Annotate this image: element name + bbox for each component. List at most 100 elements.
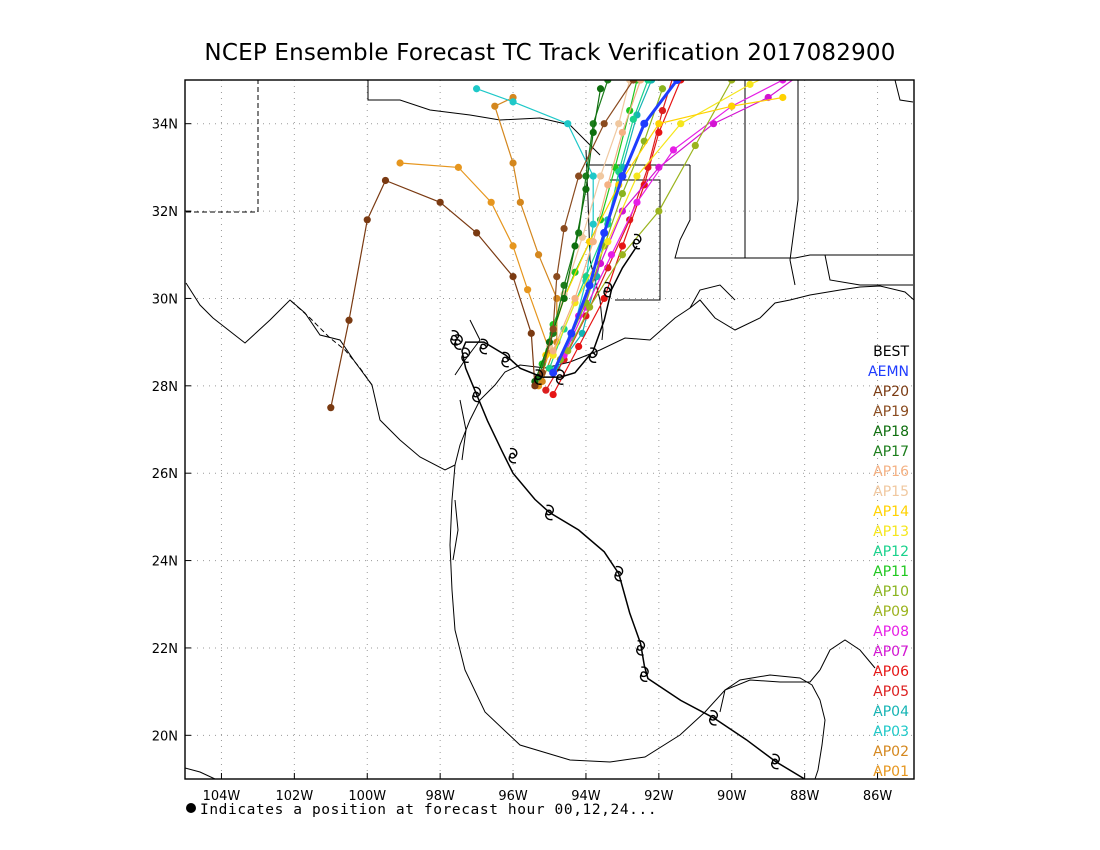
lat-tick-label: 30N [152, 292, 178, 307]
lon-tick-label: 86W [863, 789, 893, 804]
forecast-position-dot [655, 207, 663, 215]
forecast-position-dot [564, 347, 572, 355]
forecast-position-dot [589, 220, 597, 228]
forecast-position-dot [629, 115, 637, 123]
forecast-position-dot [691, 141, 699, 150]
track-ap16 [552, 80, 642, 352]
forecast-position-dot [509, 272, 517, 281]
forecast-position-dot [677, 120, 685, 128]
legend-item-ap16: AP16 [873, 464, 909, 480]
forecast-position-dot [728, 102, 736, 110]
legend-item-ap07: AP07 [873, 644, 909, 660]
forecast-position-dot [516, 198, 524, 206]
y-tick-marks [185, 123, 191, 736]
legend-item-ap19: AP19 [873, 404, 909, 420]
forecast-position-dot [615, 120, 623, 128]
forecast-position-dot [571, 242, 579, 250]
lon-tick-label: 104W [203, 789, 241, 804]
hurricane-symbol-icon [614, 565, 624, 582]
rio-grande-border [289, 299, 373, 386]
hurricane-symbol-icon [771, 753, 780, 770]
florida-panhandle-border [824, 254, 913, 286]
lon-tick-label: 88W [790, 789, 820, 804]
alabama-georgia-border [789, 80, 799, 286]
legend-item-ap05: AP05 [873, 684, 909, 700]
hurricane-symbol-icon [461, 347, 471, 364]
forecast-position-dot [534, 251, 543, 259]
forecast-position-dot [618, 251, 627, 259]
hurricane-symbol-icon [472, 386, 482, 403]
forecast-position-dot [629, 80, 637, 84]
louisiana-marsh [689, 284, 736, 309]
barrier-island-south [459, 399, 467, 461]
mississippi-border [674, 165, 913, 259]
barrier-island [454, 319, 481, 376]
legend-item-ap13: AP13 [873, 524, 909, 540]
x-tick-marks [220, 773, 879, 779]
mexico-coastline [449, 464, 821, 763]
forecast-position-dot [564, 120, 572, 128]
forecast-position-dot [604, 181, 612, 189]
hurricane-symbol-icon [639, 666, 649, 683]
forecast-position-dot [644, 80, 652, 84]
legend-item-ap06: AP06 [873, 664, 909, 680]
forecast-position-dot [345, 316, 353, 324]
forecast-position-dot [600, 120, 608, 128]
lat-tick-label: 32N [152, 205, 178, 220]
forecast-position-dot [567, 329, 576, 338]
hurricane-symbol-icon [450, 329, 460, 346]
forecast-position-dot [454, 163, 462, 171]
track-ap01 [400, 162, 551, 386]
hurricane-symbol-icon [534, 369, 544, 385]
forecast-position-dot [746, 80, 754, 88]
lat-tick-label: 22N [152, 642, 178, 657]
forecast-position-dot [673, 80, 682, 84]
legend-item-ap17: AP17 [873, 444, 909, 460]
lat-tick-label: 20N [152, 729, 178, 744]
forecast-position-dot [396, 159, 404, 167]
forecast-position-dot [527, 329, 535, 337]
lon-tick-label: 90W [717, 789, 747, 804]
forecast-position-dot [589, 172, 597, 180]
hurricane-symbol-icon [632, 233, 642, 250]
forecast-position-dot [618, 189, 627, 198]
forecast-position-dot [596, 172, 605, 180]
chart-title: NCEP Ensemble Forecast TC Track Verifica… [204, 40, 896, 66]
forecast-position-dot [637, 80, 645, 84]
hurricane-symbol-icon [636, 640, 646, 656]
hurricane-symbol-icon [709, 709, 718, 726]
legend-item-aemn: AEMN [868, 364, 909, 380]
footnote: Indicates a position at forecast hour 00… [186, 802, 657, 818]
lon-tick-label: 96W [498, 789, 528, 804]
yucatan-coastline [719, 674, 826, 779]
forecast-position-dot [589, 120, 597, 128]
lon-tick-label: 98W [425, 789, 455, 804]
forecast-position-dot [669, 146, 678, 154]
forecast-position-dot [363, 216, 371, 224]
forecast-position-dot [633, 172, 641, 180]
forecast-position-dot [560, 294, 568, 303]
legend-item-ap15: AP15 [873, 484, 909, 500]
forecast-position-dot [473, 85, 481, 93]
hurricane-symbol-icon [453, 334, 463, 350]
legend: BEST AEMN AP20 AP19 AP18 AP17 AP16 AP15 AP14 AP13… [868, 344, 909, 780]
ensemble-tracks [327, 59, 801, 412]
legend-item-ap18: AP18 [873, 424, 909, 440]
hurricane-symbol-icon [479, 338, 489, 355]
forecast-position-dot [618, 242, 627, 250]
forecast-position-dot [794, 59, 801, 66]
forecast-position-dot [381, 176, 390, 185]
hurricane-symbol-icon [603, 281, 613, 298]
legend-item-ap01: AP01 [873, 764, 909, 780]
legend-item-best: BEST [873, 344, 909, 360]
forecast-position-dot [779, 93, 787, 102]
lat-tick-label: 28N [152, 380, 178, 395]
forecast-position-dot [589, 238, 597, 246]
forecast-position-dot [640, 119, 649, 128]
border-layer [186, 80, 373, 386]
forecast-position-dot [549, 390, 557, 399]
track-ap10 [559, 88, 664, 360]
map-grid [185, 80, 914, 779]
forecast-position-dot [549, 368, 558, 377]
